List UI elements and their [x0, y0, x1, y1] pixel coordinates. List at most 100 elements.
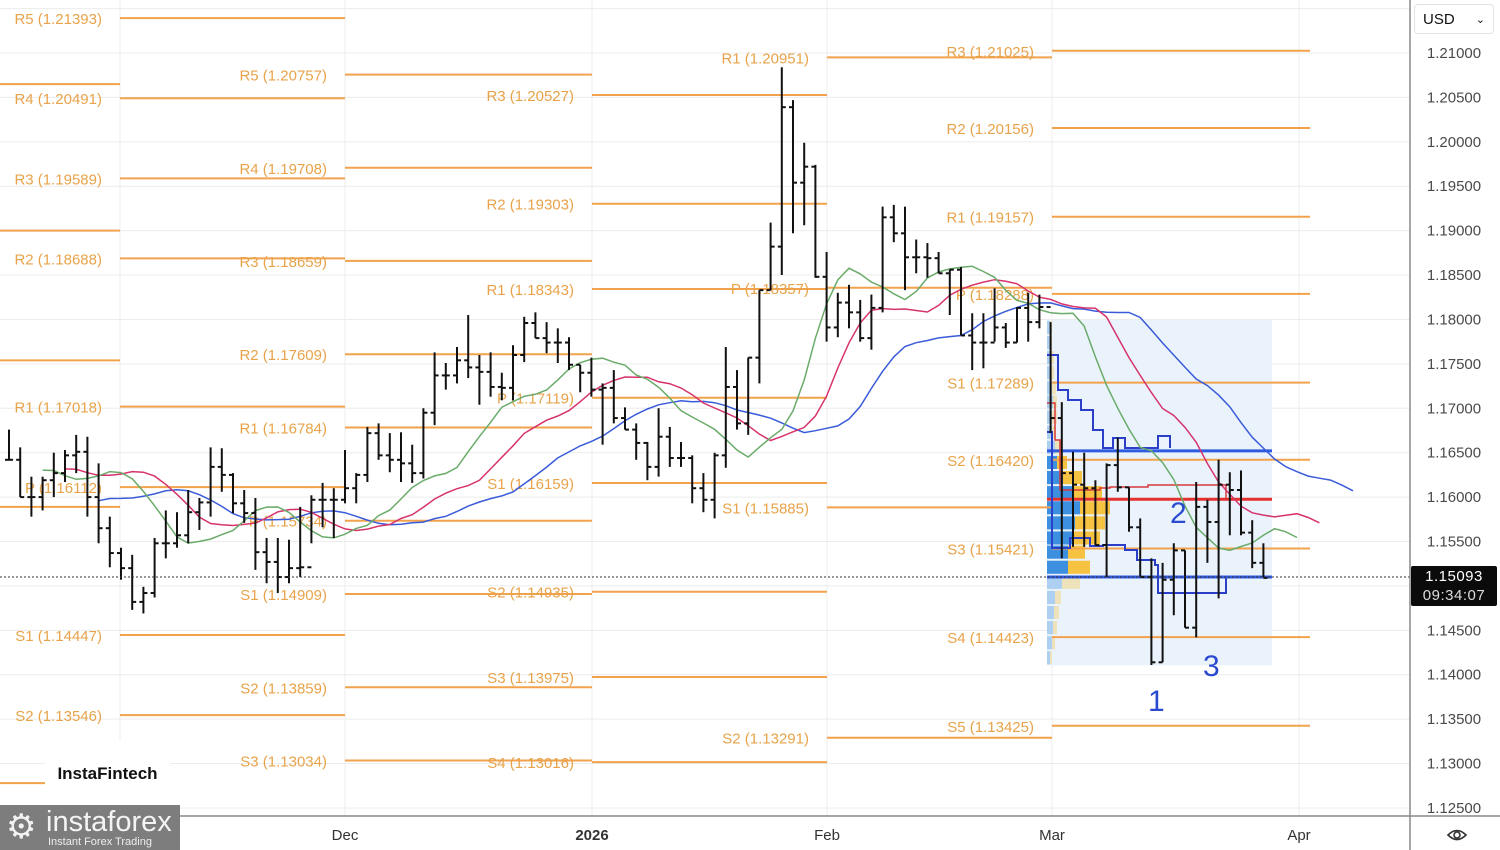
pivot-level-label: S1 (1.16159) — [487, 476, 574, 493]
ohlc-bar — [464, 315, 473, 379]
developing-value-area — [1047, 354, 1227, 594]
time-tick-label: Dec — [332, 827, 359, 844]
grid — [0, 0, 1410, 816]
ohlc-bar — [385, 433, 394, 473]
ohlc-bar — [1001, 323, 1010, 348]
ohlc-bar — [957, 267, 965, 337]
ohlc-bar — [374, 423, 383, 460]
ohlc-bar — [688, 455, 697, 504]
pivot-level-label: S2 (1.14935) — [487, 585, 574, 602]
ohlc-bar — [1203, 499, 1212, 563]
profile-row-up-volume — [1047, 590, 1055, 605]
ohlc-bar — [430, 352, 439, 426]
ohlc-bar — [598, 383, 607, 445]
pivot-level-label: R2 (1.18688) — [14, 251, 102, 268]
ohlc-bar — [755, 289, 764, 384]
price-tick-label: 1.20500 — [1427, 89, 1481, 106]
ohlc-bar — [1113, 437, 1122, 492]
ohlc-bar — [990, 288, 999, 344]
ohlc-bar — [1091, 480, 1100, 547]
profile-row-up-volume — [1047, 621, 1053, 635]
price-tick-label: 1.15500 — [1427, 534, 1481, 551]
bar-countdown: 09:34:07 — [1422, 587, 1486, 604]
ohlc-bar — [341, 450, 349, 504]
ohlc-bar — [161, 510, 170, 559]
ohlc-bar — [1125, 486, 1133, 532]
pivot-level-label: S1 (1.14909) — [240, 587, 327, 604]
profile-row-down-volume — [1055, 440, 1061, 454]
pivot-level-label: R2 (1.17609) — [239, 347, 327, 364]
last-price-value: 1.15093 — [1425, 568, 1483, 585]
ohlc-bar — [811, 164, 820, 278]
ohlc-bar — [587, 357, 596, 397]
developing-poc-line — [1047, 402, 1227, 498]
eye-icon[interactable] — [1446, 824, 1468, 846]
price-tick-label: 1.19000 — [1427, 223, 1481, 240]
pivot-level-label: S1 (1.17289) — [947, 376, 1034, 393]
price-tick-label: 1.13000 — [1427, 756, 1481, 773]
ohlc-bar — [49, 452, 58, 498]
pivot-level-label: S1 (1.15885) — [722, 500, 809, 517]
time-tick-label: Mar — [1039, 827, 1065, 844]
ohlc-bar — [195, 497, 204, 530]
ohlc-bar — [856, 299, 865, 342]
profile-row-up-volume — [1047, 531, 1073, 545]
ohlc-bar — [139, 586, 148, 614]
pivot-level-label: R4 (1.19708) — [239, 161, 327, 178]
ohlc-bars — [5, 67, 1268, 665]
annotation-1: 1 — [1148, 685, 1165, 718]
ohlc-bar — [184, 489, 193, 544]
ohlc-bar — [206, 447, 215, 517]
ohlc-bar — [867, 294, 876, 350]
ohlc-bar — [363, 426, 372, 483]
ohlc-bar — [408, 444, 417, 483]
ohlc-bar — [486, 352, 495, 397]
price-tick-label: 1.16000 — [1427, 489, 1481, 506]
ohlc-bar — [1069, 451, 1077, 547]
profile-row-up-volume — [1047, 606, 1054, 620]
gear-logo-icon: ⚙ — [6, 808, 37, 846]
price-tick-label: 1.20000 — [1427, 134, 1481, 151]
ohlc-bar — [72, 434, 81, 474]
ohlc-bar — [565, 337, 573, 371]
pivot-level-label: S4 (1.13016) — [487, 755, 574, 772]
instaforex-tagline: Instant Forex Trading — [48, 836, 152, 848]
ohlc-bar — [979, 313, 988, 369]
ohlc-bar — [497, 372, 506, 401]
ohlc-bar — [699, 473, 708, 513]
ohlc-bar — [217, 448, 226, 492]
profile-row-down-volume — [1068, 560, 1090, 574]
currency-value: USD — [1423, 10, 1455, 28]
pivot-level-label: S4 (1.14423) — [947, 630, 1034, 647]
instaforex-name: instaforex — [46, 806, 172, 838]
pivot-level-label: S3 (1.13034) — [240, 754, 327, 771]
profile-row-down-volume — [1052, 636, 1055, 650]
profile-row-up-volume — [1047, 351, 1051, 365]
pivot-level-label: R2 (1.20156) — [946, 121, 1034, 138]
ohlc-bar — [273, 537, 282, 594]
instafintech-logo: InstaFintech — [45, 740, 170, 808]
profile-row-down-volume — [1062, 575, 1080, 589]
ohlc-bar — [1225, 472, 1234, 536]
time-tick-label: Apr — [1287, 827, 1310, 844]
profile-row-down-volume — [1050, 651, 1052, 665]
instaforex-logo: ⚙ instaforex Instant Forex Trading — [0, 805, 180, 850]
ohlc-bar — [1181, 549, 1189, 629]
alligator-teeth-line — [64, 278, 1320, 532]
ohlc-bar — [1035, 294, 1044, 329]
ohlc-bar — [453, 346, 461, 384]
profile-row-down-volume — [1053, 395, 1057, 409]
last-price-label: 1.15093 09:34:07 — [1411, 566, 1497, 606]
profile-row-up-volume — [1047, 636, 1052, 650]
annotation-2: 2 — [1170, 497, 1187, 530]
profile-row-down-volume — [1055, 590, 1061, 605]
time-tick-label: 2026 — [575, 827, 608, 844]
ohlc-bar — [251, 497, 260, 570]
ohlc-bar — [419, 408, 428, 479]
ohlc-bar — [766, 222, 775, 292]
pivot-level-label: R1 (1.17018) — [14, 400, 102, 417]
currency-select[interactable]: USD ⌄ — [1414, 4, 1494, 34]
ohlc-bar — [1046, 306, 1055, 434]
